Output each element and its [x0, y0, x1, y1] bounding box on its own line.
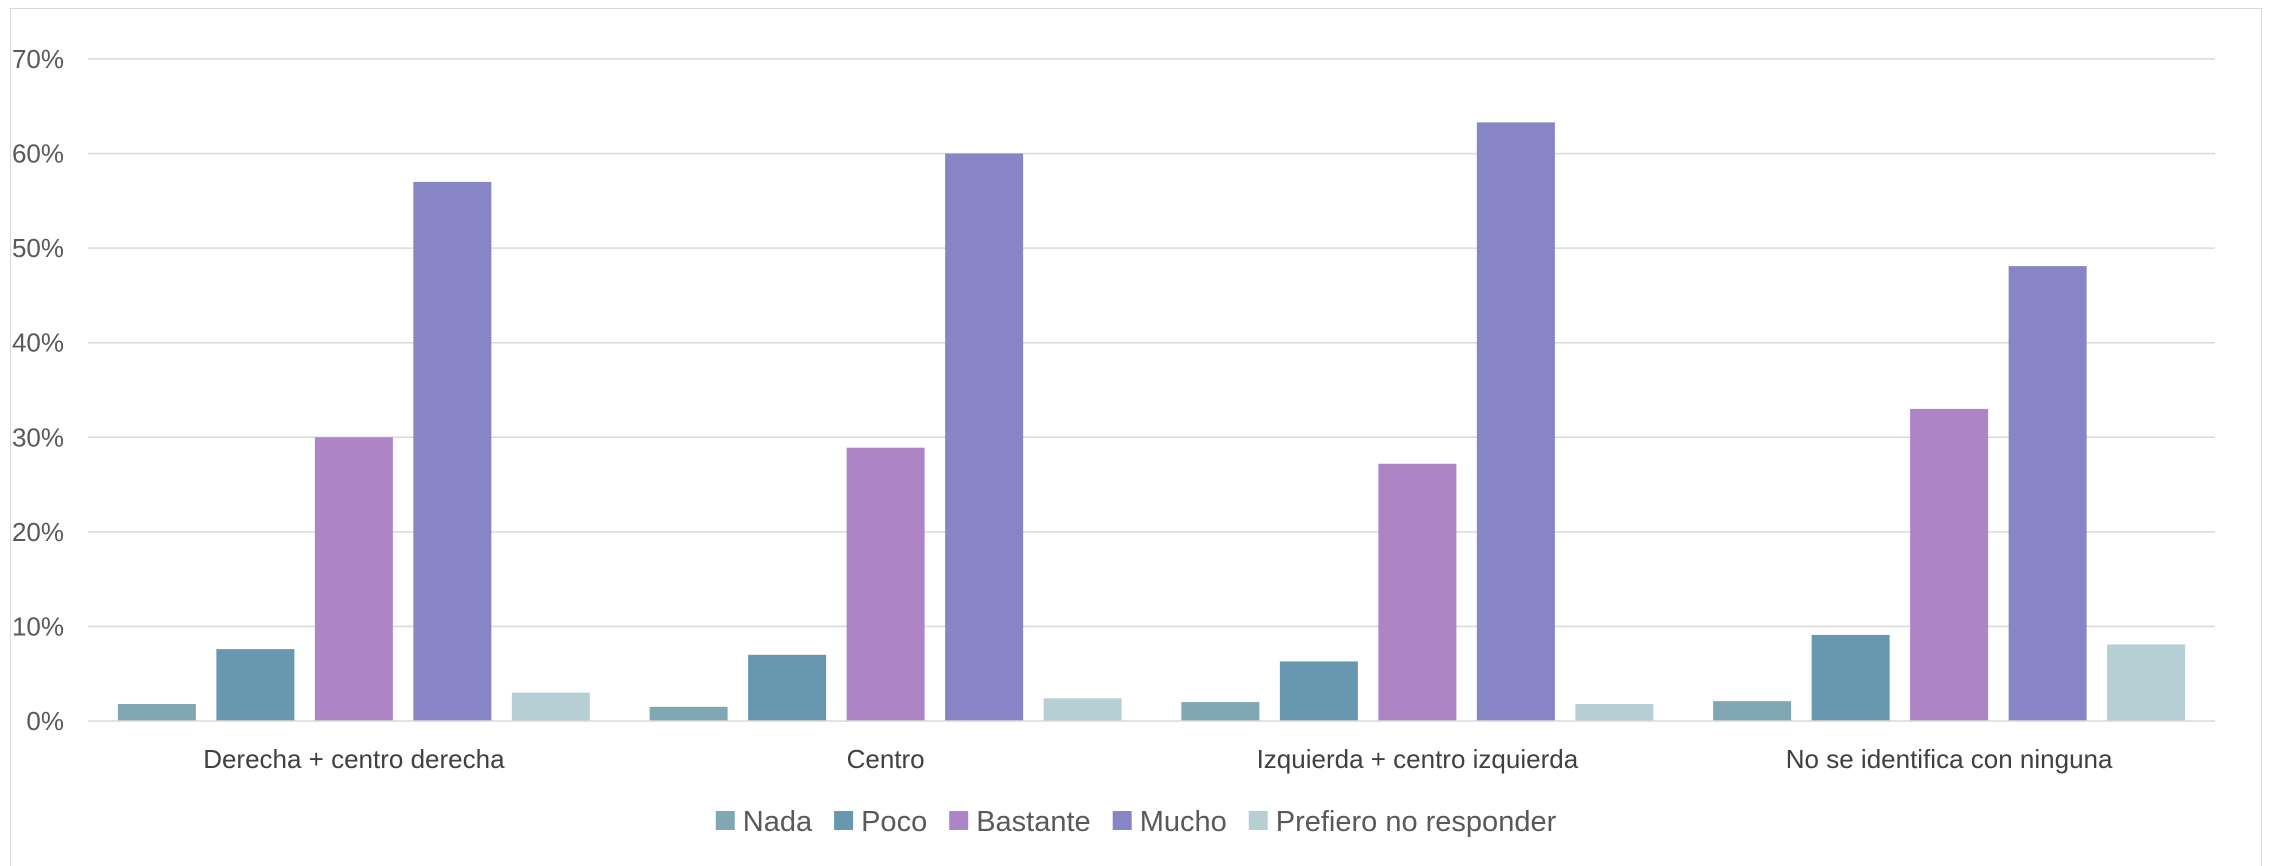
bar [945, 153, 1024, 722]
bar [1910, 408, 1989, 721]
y-tick-label: 50% [12, 233, 64, 263]
y-tick-label: 10% [12, 611, 64, 641]
bar [1043, 698, 1122, 721]
legend-label: Poco [861, 806, 927, 838]
legend-swatch [834, 811, 854, 830]
legend-item: Mucho [1112, 806, 1227, 838]
legend: Nada Poco Bastante Mucho Prefiero no respond… [715, 806, 1557, 838]
y-tick-label: 40% [12, 328, 64, 358]
bar [1713, 701, 1792, 721]
bar [2008, 266, 2087, 721]
y-tick-label: 20% [12, 517, 64, 547]
bar [748, 654, 827, 721]
legend-label: Prefiero no responder [1276, 806, 1557, 838]
legend-item: Prefiero no responder [1248, 806, 1557, 838]
x-category-label: Derecha + centro derecha [203, 744, 505, 774]
y-tick-label: 70% [12, 44, 64, 74]
y-axis-tick-labels: 0% 10% 20% 30% 40% 50% 60% 70% [12, 44, 64, 736]
legend-swatch [1112, 811, 1132, 830]
x-axis-category-labels: Derecha + centro derecha Centro Izquierda … [203, 744, 2113, 774]
bar [314, 437, 393, 721]
y-tick-label: 30% [12, 422, 64, 452]
bar [1811, 634, 1890, 721]
x-category-label: No se identifica con ninguna [1786, 744, 2113, 774]
bar [216, 649, 295, 721]
bar [846, 447, 925, 721]
bar [1476, 122, 1555, 721]
gridlines [88, 58, 2215, 628]
bar [413, 181, 492, 721]
x-category-label: Centro [847, 744, 925, 774]
legend-label: Bastante [976, 806, 1090, 838]
bar [1378, 463, 1457, 721]
y-tick-label: 0% [26, 706, 64, 736]
bar [1279, 661, 1358, 721]
x-category-label: Izquierda + centro izquierda [1257, 744, 1579, 774]
legend-item: Poco [834, 806, 927, 838]
bars [117, 122, 2186, 722]
legend-swatch [715, 811, 735, 830]
bar [2107, 644, 2186, 721]
legend-item: Nada [715, 806, 813, 838]
bar [117, 703, 196, 721]
bar [1181, 702, 1260, 721]
legend-label: Mucho [1140, 806, 1227, 838]
legend-item: Bastante [949, 806, 1091, 838]
bar [1575, 703, 1654, 721]
y-tick-label: 60% [12, 139, 64, 169]
legend-swatch [949, 811, 969, 830]
legend-swatch [1248, 811, 1268, 830]
bar [511, 692, 590, 721]
bar [649, 706, 728, 721]
legend-label: Nada [743, 806, 813, 838]
